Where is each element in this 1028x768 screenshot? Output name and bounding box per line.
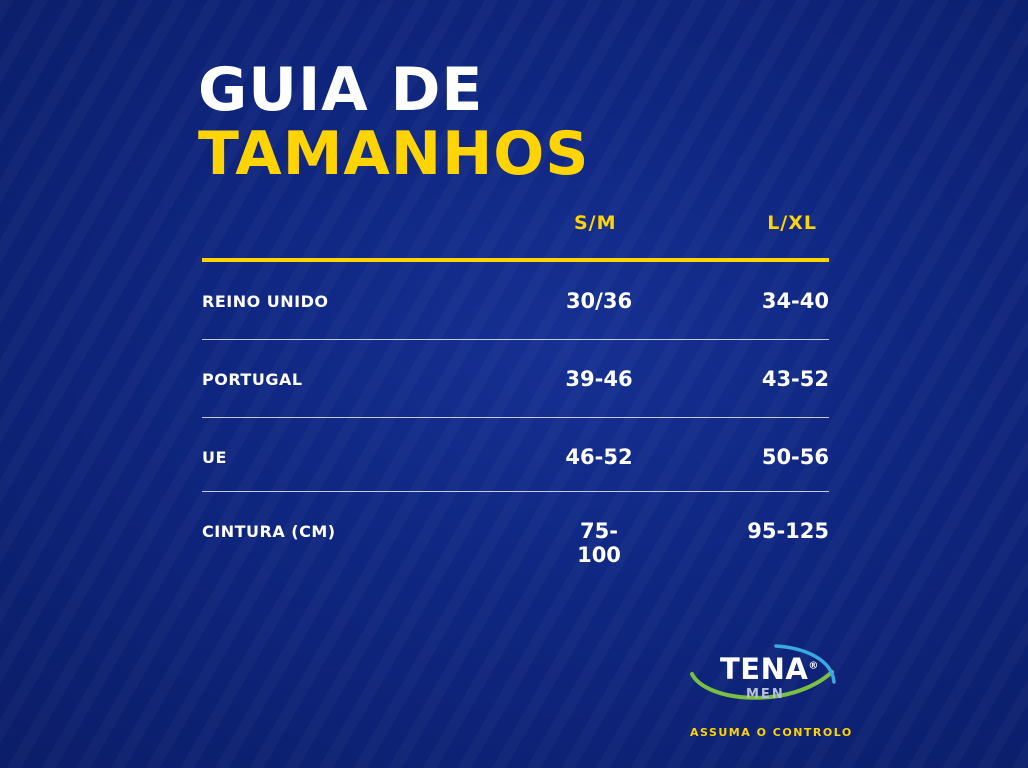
- page-title: GUIA DE TAMANHOS: [198, 58, 590, 186]
- size-table: S/M L/XL REINO UNIDO 30/36 34-40 PORTUGA…: [202, 200, 829, 569]
- tena-men-logo: TENA® MEN ASSUMA O CONTROLO: [688, 640, 851, 750]
- value-sm: 30/36: [565, 289, 633, 313]
- value-sm: 75-100: [577, 519, 621, 567]
- table-row: REINO UNIDO 30/36 34-40: [202, 262, 829, 340]
- table-header: S/M L/XL: [202, 200, 829, 262]
- logo-tagline: ASSUMA O CONTROLO: [690, 726, 853, 739]
- title-line-2: TAMANHOS: [198, 119, 590, 189]
- column-header-lxl: L/XL: [767, 212, 817, 234]
- table-row: CINTURA (CM) 75-100 95-125: [202, 492, 829, 569]
- value-lxl: 34-40: [761, 289, 829, 313]
- column-header-sm: S/M: [574, 212, 617, 234]
- value-sm: 46-52: [565, 445, 633, 469]
- value-lxl: 43-52: [761, 367, 829, 391]
- row-label: UE: [202, 448, 227, 467]
- logo-brand: TENA®: [720, 652, 819, 686]
- swoosh-icon: [690, 644, 836, 700]
- logo-sub: MEN: [746, 687, 785, 702]
- value-lxl: 95-125: [747, 519, 829, 543]
- registered-mark: ®: [808, 660, 819, 672]
- value-lxl: 50-56: [761, 445, 829, 469]
- value-sm: 39-46: [565, 367, 633, 391]
- row-label: CINTURA (CM): [202, 522, 336, 541]
- table-row: UE 46-52 50-56: [202, 418, 829, 492]
- title-line-1: GUIA DE: [198, 55, 484, 125]
- row-label: PORTUGAL: [202, 370, 303, 389]
- table-row: PORTUGAL 39-46 43-52: [202, 340, 829, 418]
- row-label: REINO UNIDO: [202, 292, 329, 311]
